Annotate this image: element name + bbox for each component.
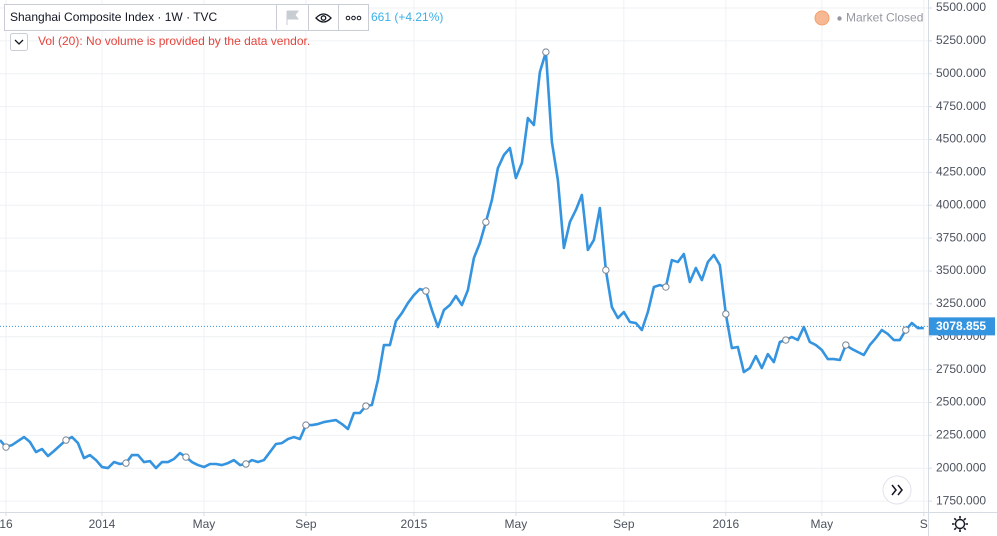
time-axis: 16 2014 May Sep 2015 May Sep 2016 May S bbox=[0, 512, 928, 531]
more-dot bbox=[351, 15, 356, 21]
point-marker bbox=[62, 436, 70, 444]
price-axis-panel bbox=[928, 0, 997, 536]
point-marker bbox=[542, 48, 550, 56]
x-tick-label: S bbox=[920, 517, 928, 531]
price-line bbox=[0, 50, 924, 470]
point-marker bbox=[902, 326, 910, 334]
y-tick-label: 4500.000 bbox=[936, 132, 986, 146]
point-marker bbox=[302, 421, 310, 429]
point-marker bbox=[722, 310, 730, 318]
eye-icon bbox=[315, 13, 332, 23]
y-tick-label: 4250.000 bbox=[936, 165, 986, 179]
scroll-right-button[interactable] bbox=[882, 475, 912, 505]
point-marker bbox=[782, 336, 790, 344]
flag-icon bbox=[286, 10, 299, 25]
settings-button[interactable] bbox=[952, 516, 968, 532]
point-marker bbox=[2, 443, 10, 451]
x-tick-label: Sep bbox=[295, 517, 317, 531]
y-tick-label: 4750.000 bbox=[936, 99, 986, 113]
point-marker bbox=[482, 218, 490, 226]
gear-icon bbox=[954, 518, 966, 530]
point-marker bbox=[362, 402, 370, 410]
y-tick-label: 3500.000 bbox=[936, 263, 986, 277]
price-axis: 1750.000 2000.000 2250.000 2500.000 2750.000… bbox=[928, 0, 995, 507]
x-tick-label: Sep bbox=[613, 517, 635, 531]
more-button[interactable] bbox=[338, 4, 369, 31]
volume-note: Vol (20): No volume is provided by the d… bbox=[38, 34, 310, 48]
x-tick-label: May bbox=[810, 517, 833, 531]
point-marker bbox=[662, 283, 670, 291]
eye-pupil bbox=[320, 15, 327, 21]
y-tick-label: 2500.000 bbox=[936, 395, 986, 409]
y-tick-label: 1750.000 bbox=[936, 493, 986, 507]
y-tick-label: 5000.000 bbox=[936, 66, 986, 80]
y-tick-label: 5500.000 bbox=[936, 0, 986, 14]
point-marker bbox=[242, 460, 250, 468]
x-tick-label: 2014 bbox=[89, 517, 116, 531]
x-tick-label: May bbox=[505, 517, 528, 531]
y-tick-label: 4000.000 bbox=[936, 197, 986, 211]
change-text: 661 (+4.21%) bbox=[371, 10, 443, 24]
more-dot bbox=[345, 15, 351, 21]
point-marker bbox=[422, 287, 430, 295]
scroll-icon bbox=[891, 484, 903, 496]
plot bbox=[0, 48, 928, 470]
x-tick-label: 2016 bbox=[712, 517, 739, 531]
chevron-icon bbox=[14, 39, 24, 45]
grid bbox=[0, 0, 928, 512]
y-tick-label: 2750.000 bbox=[936, 362, 986, 376]
collapse-button[interactable] bbox=[10, 33, 28, 51]
point-marker bbox=[842, 341, 850, 349]
legend-box[interactable] bbox=[4, 4, 277, 31]
legend-title[interactable]: Shanghai Composite Index · 1W · TVC bbox=[10, 10, 218, 24]
time-axis-panel bbox=[0, 512, 928, 536]
gear-teeth bbox=[952, 516, 968, 532]
point-marker bbox=[602, 266, 610, 274]
status-dot bbox=[837, 16, 842, 21]
y-tick-label: 2000.000 bbox=[936, 460, 986, 474]
x-tick-label: 16 bbox=[0, 517, 13, 531]
y-tick-label: 5250.000 bbox=[936, 33, 986, 47]
market-status-icon bbox=[814, 10, 830, 26]
eye-button[interactable] bbox=[308, 4, 339, 31]
point-marker bbox=[182, 453, 190, 461]
last-price-label: 3078.855 bbox=[936, 319, 986, 333]
y-tick-label: 3250.000 bbox=[936, 296, 986, 310]
x-tick-label: May bbox=[193, 517, 216, 531]
more-dot bbox=[356, 15, 362, 21]
y-tick-label: 2250.000 bbox=[936, 428, 986, 442]
y-tick-label: 3750.000 bbox=[936, 230, 986, 244]
last-price-badge bbox=[929, 317, 995, 336]
point-marker bbox=[122, 459, 130, 467]
market-status: Market Closed bbox=[846, 11, 923, 25]
x-tick-label: 2015 bbox=[401, 517, 428, 531]
